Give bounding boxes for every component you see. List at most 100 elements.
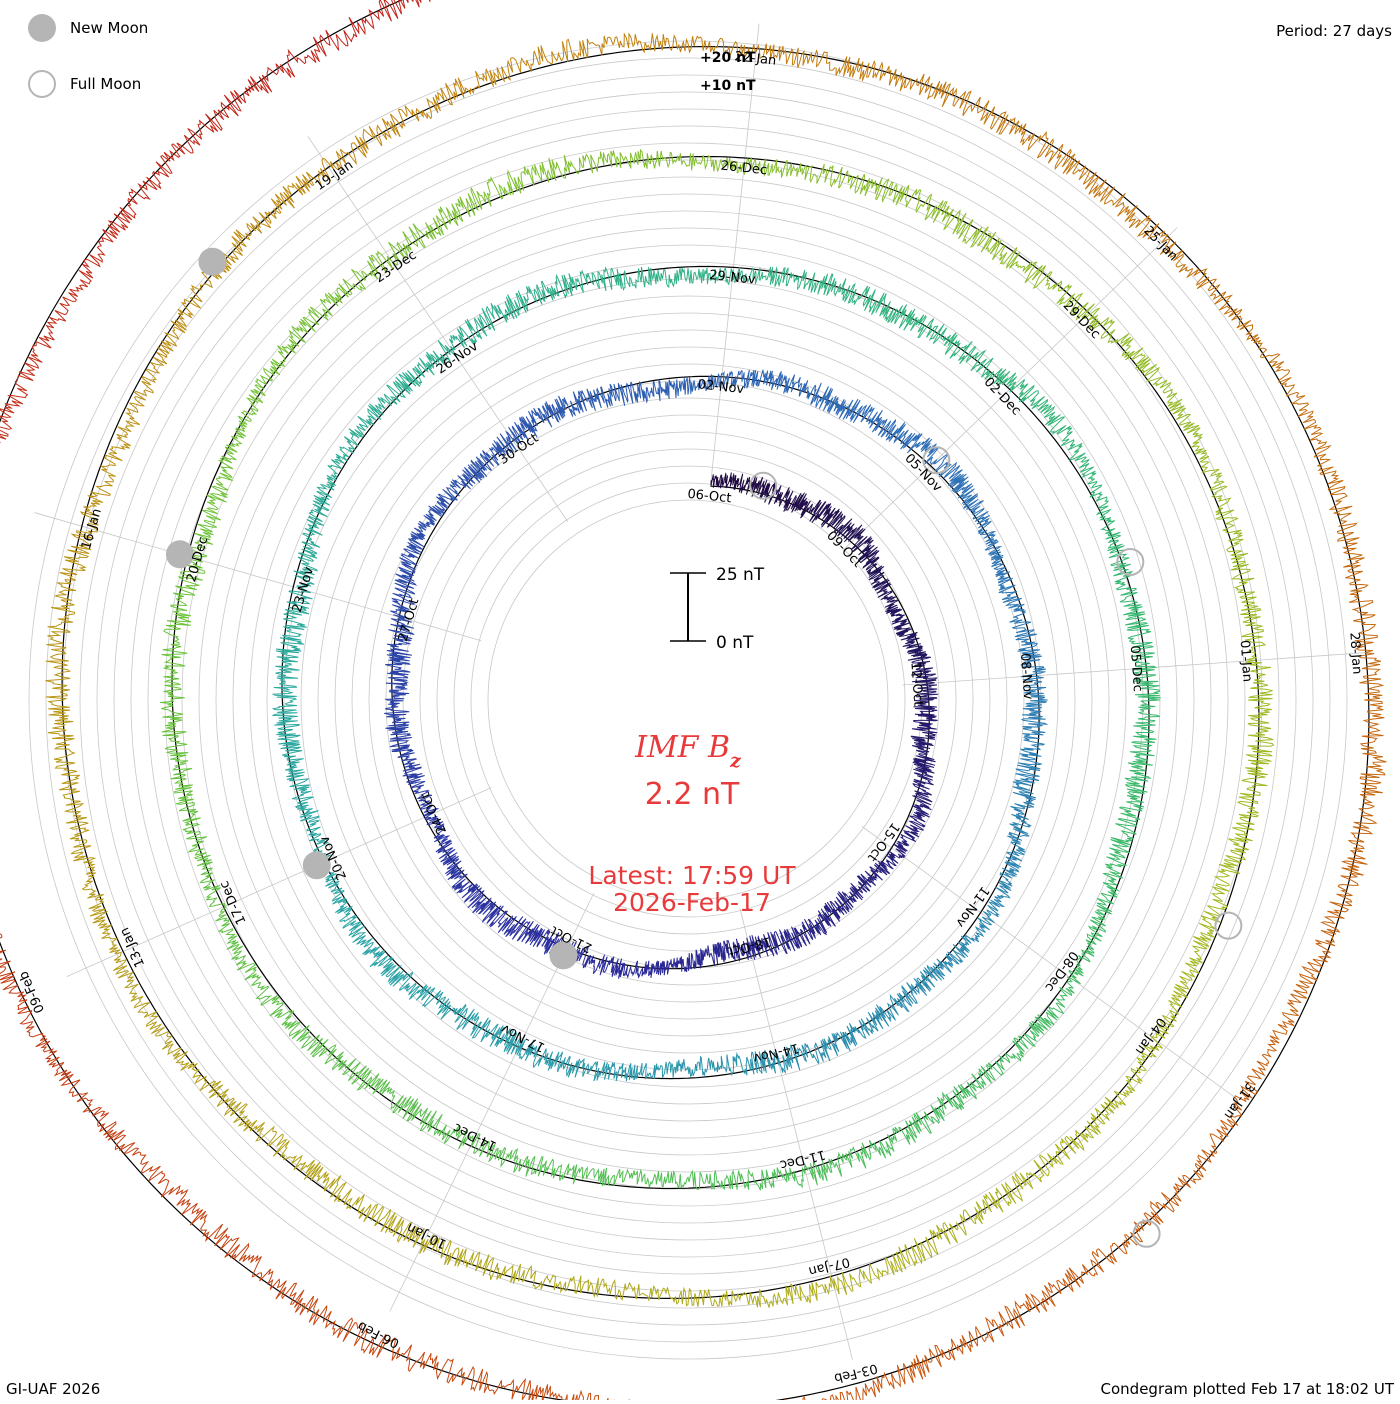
bz-series-segment <box>889 608 913 637</box>
bz-series-segment <box>848 1244 916 1292</box>
legend-new-moon: New Moon <box>28 14 148 42</box>
bz-series-segment <box>316 1166 379 1223</box>
day-spoke <box>34 512 482 642</box>
grid-ring <box>436 448 940 952</box>
grid-ring <box>334 346 1042 1054</box>
bz-series-segment <box>389 734 421 769</box>
bz-series-segment <box>178 804 212 867</box>
bz-series-segment <box>973 1171 1034 1225</box>
bz-series-segment <box>1130 649 1161 704</box>
bz-series-segment <box>199 1080 266 1134</box>
bz-series-segment <box>217 917 257 973</box>
bz-series-segment <box>630 379 668 404</box>
grid-ring <box>266 278 1110 1122</box>
bz-series-segment <box>1121 345 1178 399</box>
bz-series-segment <box>944 332 994 380</box>
bz-series-segment <box>817 891 854 927</box>
bz-series-segment <box>493 416 532 456</box>
bz-series-segment <box>851 285 908 325</box>
bz-series-segment <box>1106 807 1141 866</box>
bz-series-segment <box>483 164 545 207</box>
bz-series-segment <box>1129 702 1160 757</box>
bz-series-segment <box>155 1026 208 1091</box>
bz-series-segment <box>388 597 417 636</box>
bz-series-segment <box>1075 1085 1134 1143</box>
bz-series-segment <box>808 499 843 528</box>
bz-series-segment <box>593 382 634 409</box>
bz-series-segment <box>851 534 880 569</box>
bz-series-segment <box>703 370 743 392</box>
bz-series-segment <box>417 334 468 376</box>
bz-series-segment <box>1343 557 1378 637</box>
bz-series-segment <box>467 443 504 483</box>
date-label: 28-Jan <box>1346 632 1364 675</box>
bz-series-segment <box>708 1288 779 1308</box>
full-moon-marker <box>922 446 951 475</box>
bz-series-segment <box>69 827 104 901</box>
bz-series-segment <box>384 701 411 736</box>
bz-series-segment <box>1228 778 1268 845</box>
bz-series-segment <box>1119 597 1154 651</box>
bz-series-segment <box>702 266 755 286</box>
grid-ring <box>232 244 1144 1156</box>
bz-series-segment <box>1022 261 1084 314</box>
bz-series-segment <box>1070 302 1134 347</box>
footer-plotted: Condegram plotted Feb 17 at 18:02 UT <box>1100 1380 1394 1398</box>
bz-series-segment <box>473 1017 526 1056</box>
bz-series-segment <box>1006 1014 1055 1062</box>
bz-series-segment <box>252 171 322 229</box>
bz-series-segment <box>381 1081 438 1132</box>
bz-series-segment <box>880 418 931 454</box>
date-label: 29-Nov <box>708 268 756 288</box>
bz-series-segment <box>998 581 1027 623</box>
bz-series-segment <box>517 1039 566 1073</box>
moon-markers <box>165 247 1243 1248</box>
bz-series-segment <box>911 772 934 811</box>
grid-ring <box>130 142 1246 1258</box>
bz-series-segment <box>35 269 94 349</box>
bz-series-segment <box>376 87 445 141</box>
bz-series-segment <box>293 531 321 585</box>
bz-series-segment <box>911 660 938 689</box>
day-spoke <box>710 23 760 487</box>
bz-series-segment <box>586 32 666 56</box>
bz-series-segment <box>761 1161 818 1189</box>
bz-series-segment <box>864 854 899 886</box>
grid-ring <box>470 482 906 918</box>
zero-baseline <box>0 0 1370 1404</box>
bz-series-segment <box>571 1275 640 1301</box>
bz-series-segment <box>317 125 383 182</box>
bz-series-segment <box>1359 715 1387 796</box>
bz-series-segment <box>281 1020 337 1065</box>
bz-series-segment <box>1009 619 1042 660</box>
bz-series-segment <box>392 557 418 599</box>
full-moon-label: Full Moon <box>70 75 142 93</box>
bz-series-segment <box>664 34 742 56</box>
grid-ring <box>181 193 1195 1207</box>
bz-series-segment <box>593 1167 650 1187</box>
grid-ring <box>300 312 1076 1088</box>
bz-series-segment <box>417 493 451 531</box>
full-moon-marker <box>1116 547 1145 576</box>
bz-series-segment <box>418 794 445 829</box>
legend-full-moon: Full Moon <box>28 70 141 98</box>
bz-series-segment <box>562 1055 611 1082</box>
bz-series-segment <box>803 272 857 304</box>
bz-series-segment <box>285 298 333 354</box>
bz-series-segment <box>1198 454 1235 520</box>
bz-series-segment <box>948 469 984 512</box>
bz-series-segment <box>99 402 140 477</box>
bz-series-segment <box>163 272 213 347</box>
bz-series-segment <box>1245 647 1274 714</box>
bz-series-segment <box>392 971 447 1008</box>
bz-series-segment <box>652 267 704 288</box>
baseline-layer <box>0 0 1370 1404</box>
bz-series-segment <box>704 1168 763 1191</box>
bz-series-segment <box>181 1202 255 1262</box>
bz-series-segment <box>499 1263 572 1294</box>
bz-series-segment <box>607 1062 656 1082</box>
bz-series-segment <box>1185 905 1226 971</box>
